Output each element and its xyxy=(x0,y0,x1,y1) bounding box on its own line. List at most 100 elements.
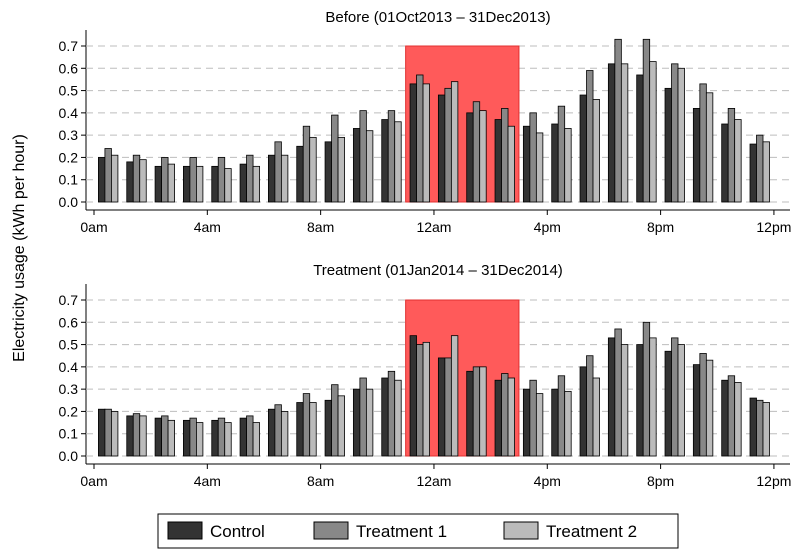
series-control xyxy=(98,335,757,457)
bar xyxy=(381,377,389,457)
y-tick-label: 0.2 xyxy=(59,403,79,419)
bar xyxy=(161,157,169,203)
bar xyxy=(324,141,332,203)
bar xyxy=(501,373,509,457)
bar xyxy=(557,105,566,203)
bar xyxy=(671,337,679,457)
bar xyxy=(664,350,672,457)
bar xyxy=(337,395,345,457)
bar xyxy=(721,379,729,457)
bar xyxy=(564,390,572,457)
bar xyxy=(132,413,141,457)
legend-swatch xyxy=(503,521,539,540)
bar xyxy=(296,402,304,457)
bar xyxy=(494,119,502,203)
bar xyxy=(586,70,594,203)
bar xyxy=(98,157,106,203)
bar xyxy=(677,67,685,203)
bar xyxy=(579,366,587,457)
bar xyxy=(337,136,345,203)
bar xyxy=(450,81,459,203)
bar xyxy=(267,154,276,203)
x-tick-label: 12am xyxy=(416,219,451,235)
bar xyxy=(444,87,452,203)
bar xyxy=(239,417,247,457)
bar xyxy=(437,357,446,457)
x-tick-label: 12am xyxy=(416,473,451,489)
bar xyxy=(620,344,629,457)
bar xyxy=(522,388,531,457)
bar xyxy=(734,382,742,457)
x-tick-label: 8pm xyxy=(647,473,674,489)
y-tick-label: 0.4 xyxy=(59,359,79,375)
bar xyxy=(535,393,544,457)
bar xyxy=(416,74,424,203)
bar xyxy=(437,94,446,203)
series-treatment-2 xyxy=(111,335,770,457)
bar xyxy=(692,108,701,203)
bar xyxy=(734,119,742,203)
bar xyxy=(579,94,587,203)
bar xyxy=(139,159,147,203)
bar xyxy=(154,165,162,203)
bar xyxy=(224,422,232,457)
bar xyxy=(359,377,367,457)
bar xyxy=(104,408,112,457)
bar xyxy=(161,415,169,457)
legend-box xyxy=(157,513,679,549)
bar xyxy=(564,128,572,203)
legend-label: Treatment 2 xyxy=(546,522,637,541)
bar xyxy=(692,364,701,457)
bar xyxy=(111,154,119,203)
bar xyxy=(642,321,651,457)
legend: Control Treatment 1 Treatment 2 xyxy=(157,513,679,549)
bar xyxy=(607,337,616,457)
y-tick-label: 0.3 xyxy=(59,127,79,143)
x-tick-label: 4pm xyxy=(534,219,561,235)
bar xyxy=(614,38,622,203)
bar xyxy=(422,83,430,203)
bar xyxy=(324,399,332,457)
bar xyxy=(217,157,226,203)
bar xyxy=(756,399,764,457)
x-tick-label: 4pm xyxy=(534,473,561,489)
bar xyxy=(642,38,651,203)
bar xyxy=(472,366,481,457)
x-tick-label: 12pm xyxy=(756,473,791,489)
bar xyxy=(104,148,112,203)
chart-title: Before (01Oct2013 – 31Dec2013) xyxy=(325,9,550,26)
bar xyxy=(592,377,600,457)
bar xyxy=(98,408,106,457)
bar xyxy=(727,108,736,203)
y-tick-label: 0.7 xyxy=(59,292,79,308)
bar xyxy=(331,384,339,457)
bar xyxy=(126,415,134,457)
bar xyxy=(309,402,317,457)
bar xyxy=(183,419,191,457)
bar xyxy=(422,341,430,457)
bar xyxy=(211,165,219,203)
x-tick-label: 0am xyxy=(80,473,107,489)
chart-panel-1: Before (01Oct2013 – 31Dec2013) 0.0 0.1 0.2 0… xyxy=(59,9,792,235)
bar xyxy=(309,136,317,203)
y-tick-label: 0.3 xyxy=(59,381,79,397)
y-tick-label: 0.1 xyxy=(59,426,79,442)
bar xyxy=(677,344,685,457)
bar xyxy=(139,415,147,457)
bar xyxy=(636,74,644,203)
y-tick-label: 0.5 xyxy=(59,337,79,353)
bar xyxy=(365,388,374,457)
bar xyxy=(529,112,537,203)
bar xyxy=(614,328,622,457)
y-tick-label: 0.0 xyxy=(59,194,79,210)
bar xyxy=(535,132,544,203)
bar xyxy=(557,375,566,457)
bar xyxy=(699,353,707,457)
y-tick-label: 0.6 xyxy=(59,314,79,330)
bar xyxy=(416,344,424,457)
bar xyxy=(507,125,515,203)
bar xyxy=(365,130,374,203)
y-tick-label: 0.4 xyxy=(59,105,79,121)
legend-label: Treatment 1 xyxy=(356,522,447,541)
